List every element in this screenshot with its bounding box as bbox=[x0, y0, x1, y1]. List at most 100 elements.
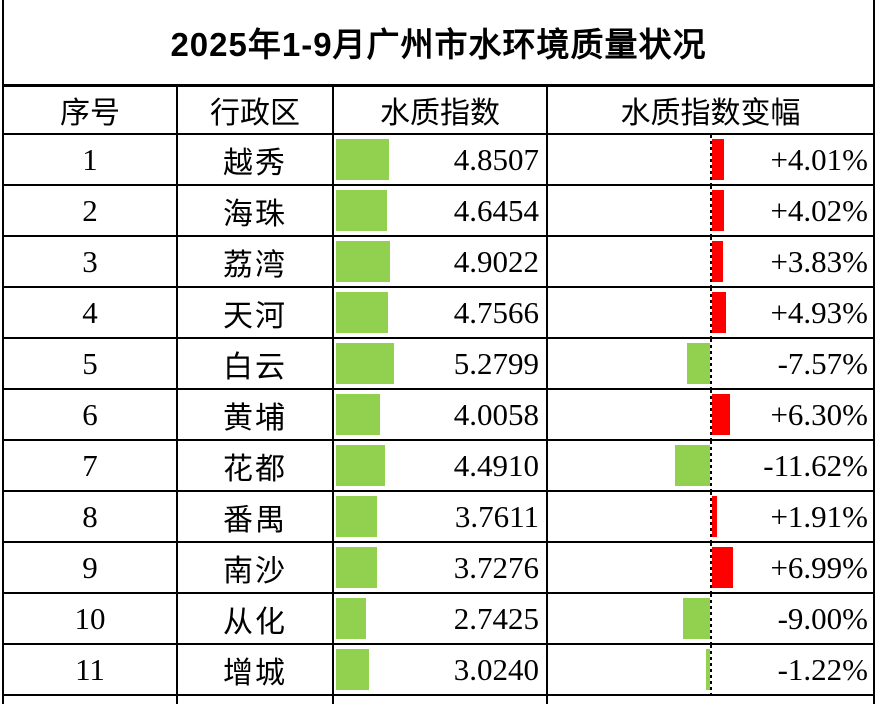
district-cell: 增城 bbox=[178, 645, 334, 694]
row-number-cell: 2 bbox=[4, 186, 178, 235]
district-cell: 荔湾 bbox=[178, 237, 334, 286]
index-data-bar bbox=[336, 547, 377, 588]
index-data-bar bbox=[336, 241, 390, 282]
district-name: 从化 bbox=[223, 605, 287, 639]
change-value: +3.83% bbox=[770, 243, 868, 279]
change-axis-dashed-line bbox=[709, 390, 712, 439]
change-cell: +1.91% bbox=[548, 492, 873, 541]
index-value: 4.7566 bbox=[453, 294, 539, 330]
district-cell: 黄埔 bbox=[178, 390, 334, 439]
header-label: 水质指数变幅 bbox=[620, 97, 801, 130]
district-cell: 花都 bbox=[178, 441, 334, 490]
district-name: 花都 bbox=[223, 452, 287, 486]
increase-bar bbox=[711, 241, 723, 282]
change-value: +4.93% bbox=[770, 294, 868, 330]
decrease-bar bbox=[682, 598, 710, 639]
index-data-bar bbox=[336, 496, 378, 537]
change-cell: +4.02% bbox=[548, 186, 873, 235]
change-value: +6.30% bbox=[770, 396, 868, 432]
district-name: 增城 bbox=[223, 656, 287, 690]
row-number-cell: 11 bbox=[4, 645, 178, 694]
change-value: -9.00% bbox=[777, 600, 868, 636]
district-cell: 从化 bbox=[178, 594, 334, 643]
index-value: 4.8507 bbox=[453, 141, 539, 177]
row-number-cell: 4 bbox=[4, 288, 178, 337]
row-number: 7 bbox=[82, 447, 98, 483]
header-label: 行政区 bbox=[210, 97, 300, 130]
table-row: 1 越秀 4.8507 +4.01% bbox=[4, 135, 873, 186]
index-cell: 4.9022 bbox=[334, 237, 548, 286]
change-axis-dashed-line bbox=[709, 441, 712, 490]
index-cell: 4.6454 bbox=[334, 186, 548, 235]
index-value: 4.4910 bbox=[453, 447, 539, 483]
header-cell-change: 水质指数变幅 bbox=[548, 87, 873, 133]
change-value: -7.57% bbox=[777, 345, 868, 381]
index-cell: 4.4910 bbox=[334, 441, 548, 490]
district-cell: 南沙 bbox=[178, 543, 334, 592]
increase-bar bbox=[711, 190, 724, 231]
index-data-bar bbox=[336, 139, 390, 180]
district-name: 白云 bbox=[223, 350, 287, 384]
row-number-cell: 5 bbox=[4, 339, 178, 388]
index-cell: 3.7276 bbox=[334, 543, 548, 592]
change-cell: +6.99% bbox=[548, 543, 873, 592]
increase-bar bbox=[711, 547, 733, 588]
index-value: 4.9022 bbox=[453, 243, 539, 279]
district-name: 越秀 bbox=[223, 146, 287, 180]
row-number-cell: 10 bbox=[4, 594, 178, 643]
header-cell-district: 行政区 bbox=[178, 87, 334, 133]
table-body: 1 越秀 4.8507 +4.01% 2 海珠 4.6454 +4.02% 3 荔湾 4.9022 +… bbox=[4, 135, 873, 696]
row-number: 9 bbox=[82, 549, 98, 585]
page-title: 2025年1-9月广州市水环境质量状况 bbox=[170, 26, 707, 63]
decrease-bar bbox=[705, 649, 710, 690]
header-label: 序号 bbox=[60, 97, 120, 130]
row-number-cell: 8 bbox=[4, 492, 178, 541]
row-number: 8 bbox=[82, 498, 98, 534]
index-data-bar bbox=[336, 598, 367, 639]
change-cell: +4.01% bbox=[548, 135, 873, 184]
header-cell-index: 水质指数 bbox=[334, 87, 548, 133]
change-cell: -7.57% bbox=[548, 339, 873, 388]
change-value: +4.02% bbox=[770, 192, 868, 228]
row-number: 4 bbox=[82, 294, 98, 330]
index-cell: 4.0058 bbox=[334, 390, 548, 439]
index-cell: 4.8507 bbox=[334, 135, 548, 184]
index-cell: 4.7566 bbox=[334, 288, 548, 337]
index-value: 2.7425 bbox=[453, 600, 539, 636]
change-axis-dashed-line bbox=[709, 186, 712, 235]
table-row: 11 增城 3.0240 -1.22% bbox=[4, 645, 873, 696]
table-row: 8 番禺 3.7611 +1.91% bbox=[4, 492, 873, 543]
district-cell: 越秀 bbox=[178, 135, 334, 184]
district-name: 番禺 bbox=[223, 503, 287, 537]
row-number: 2 bbox=[82, 192, 98, 228]
header-label: 水质指数 bbox=[380, 97, 500, 130]
row-number: 11 bbox=[75, 651, 105, 687]
row-number: 5 bbox=[82, 345, 98, 381]
partial-next-row bbox=[4, 696, 873, 704]
index-value: 4.6454 bbox=[453, 192, 539, 228]
change-cell: -1.22% bbox=[548, 645, 873, 694]
index-data-bar bbox=[336, 649, 370, 690]
index-cell: 3.7611 bbox=[334, 492, 548, 541]
empty-cell bbox=[4, 696, 178, 704]
index-data-bar bbox=[336, 394, 380, 435]
change-value: +6.99% bbox=[770, 549, 868, 585]
row-number-cell: 1 bbox=[4, 135, 178, 184]
increase-bar bbox=[711, 394, 731, 435]
row-number: 1 bbox=[82, 141, 98, 177]
increase-bar bbox=[711, 292, 727, 333]
change-axis-dashed-line bbox=[709, 288, 712, 337]
increase-bar bbox=[711, 496, 718, 537]
table-row: 7 花都 4.4910 -11.62% bbox=[4, 441, 873, 492]
change-axis-dashed-line bbox=[709, 339, 712, 388]
row-number-cell: 6 bbox=[4, 390, 178, 439]
change-axis-dashed-line bbox=[709, 237, 712, 286]
district-cell: 白云 bbox=[178, 339, 334, 388]
row-number-cell: 7 bbox=[4, 441, 178, 490]
change-axis-dashed-line bbox=[709, 543, 712, 592]
index-cell: 3.0240 bbox=[334, 645, 548, 694]
index-value: 5.2799 bbox=[453, 345, 539, 381]
water-quality-table: 序号 行政区 水质指数 水质指数变幅 1 越秀 4.8507 +4.01% 2 海珠 4.6… bbox=[4, 84, 873, 704]
